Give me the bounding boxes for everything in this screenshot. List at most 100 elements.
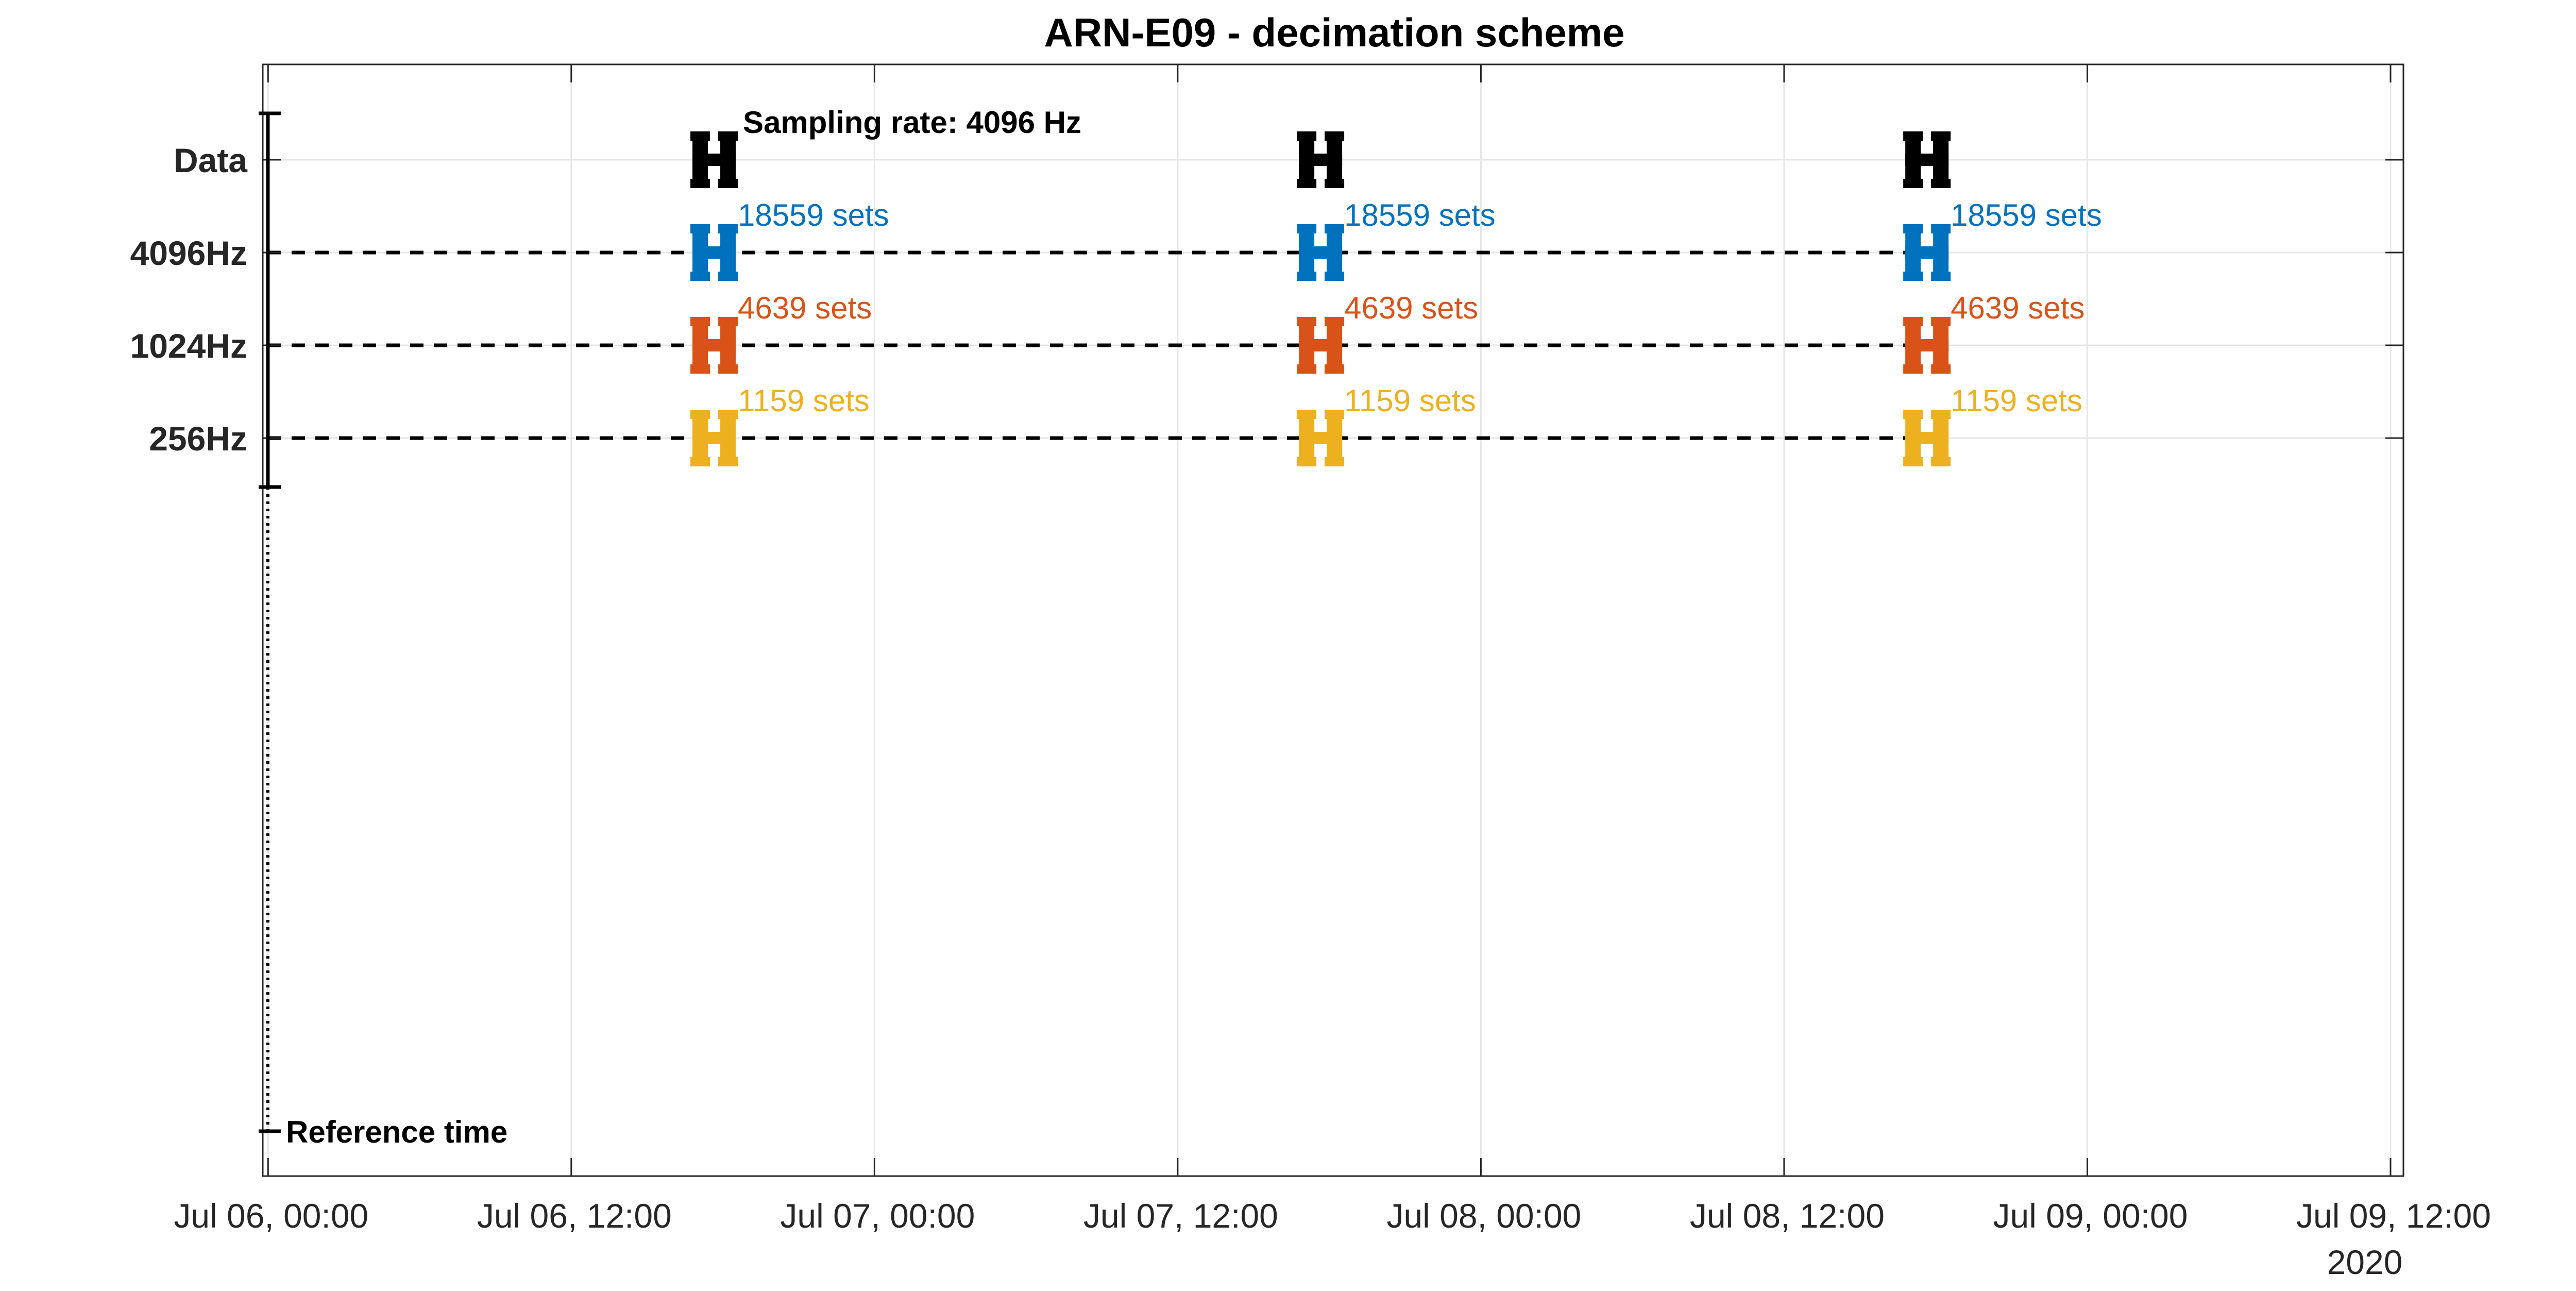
mark-cap-bottom-left: [1903, 179, 1923, 188]
x-tick-label-2: Jul 07, 00:00: [780, 1197, 975, 1235]
mark-cap-bottom-right: [1931, 457, 1951, 466]
mark-label-1024Hz-1: 4639 sets: [1344, 291, 1478, 325]
mark-256Hz-0: [690, 410, 738, 466]
x-tick-label-7: Jul 09, 12:00: [2296, 1197, 2491, 1235]
sampling-rate-annotation: Sampling rate: 4096 Hz: [743, 105, 1081, 140]
mark-cap-bottom-left: [1903, 272, 1923, 281]
x-tick-label-4: Jul 08, 00:00: [1386, 1197, 1581, 1235]
mark-cap-top-left: [1903, 410, 1923, 419]
mark-cap-top-right: [1931, 317, 1951, 326]
text-layer: 18559 sets 18559 sets 18559 sets 4639 sets 4…: [130, 105, 2491, 1281]
x-tick-label-0: Jul 06, 00:00: [174, 1197, 368, 1235]
mark-label-256Hz-0: 1159 sets: [738, 383, 870, 418]
mark-cap-top-right: [1325, 224, 1345, 233]
mark-cap-bottom-right: [1325, 364, 1345, 374]
x-tick-label-6: Jul 09, 00:00: [1993, 1197, 2188, 1235]
mark-cap-bottom-right: [718, 179, 738, 188]
mark-cap-bottom-right: [718, 364, 738, 374]
mark-4096Hz-1: [1297, 224, 1345, 281]
mark-crossbar: [1905, 339, 1949, 351]
mark-256Hz-1: [1297, 410, 1345, 466]
mark-cap-top-right: [1325, 131, 1345, 141]
mark-256Hz-2: [1903, 410, 1951, 466]
mark-cap-bottom-left: [1903, 364, 1923, 374]
mark-cap-top-right: [718, 131, 738, 141]
decimation-lines-layer: [268, 250, 1911, 440]
mark-cap-top-left: [1903, 131, 1923, 141]
mark-cap-bottom-left: [690, 457, 710, 466]
mark-cap-top-right: [1931, 131, 1951, 141]
mark-Data-0: [690, 131, 738, 188]
mark-1024Hz-1: [1297, 317, 1345, 374]
mark-crossbar: [1905, 432, 1949, 444]
mark-cap-top-right: [718, 410, 738, 419]
mark-cap-bottom-right: [1325, 457, 1345, 466]
mark-cap-top-right: [1325, 317, 1345, 326]
y-tick-label-4096Hz: 4096Hz: [130, 234, 248, 272]
mark-crossbar: [1299, 339, 1343, 351]
mark-cap-bottom-left: [690, 272, 710, 281]
mark-4096Hz-0: [690, 224, 738, 281]
mark-cap-top-left: [690, 131, 710, 141]
mark-cap-top-left: [1903, 317, 1923, 326]
mark-label-1024Hz-2: 4639 sets: [1951, 291, 2084, 325]
x-tick-label-1: Jul 06, 12:00: [477, 1197, 672, 1235]
mark-label-1024Hz-0: 4639 sets: [738, 291, 872, 325]
mark-crossbar: [692, 246, 736, 259]
mark-cap-bottom-left: [1297, 179, 1317, 188]
mark-cap-top-right: [1931, 224, 1951, 233]
mark-crossbar: [1299, 432, 1343, 444]
mark-crossbar: [692, 154, 736, 166]
mark-cap-top-left: [690, 410, 710, 419]
mark-Data-2: [1903, 131, 1951, 188]
mark-crossbar: [1299, 154, 1343, 166]
mark-label-4096Hz-1: 18559 sets: [1344, 198, 1496, 232]
mark-cap-bottom-left: [690, 179, 710, 188]
mark-cap-bottom-left: [1297, 457, 1317, 466]
axes-box: [262, 63, 2404, 1177]
mark-cap-top-right: [718, 317, 738, 326]
mark-crossbar: [692, 432, 736, 444]
mark-cap-top-left: [1297, 410, 1317, 419]
mark-crossbar: [1299, 246, 1343, 259]
mark-1024Hz-2: [1903, 317, 1951, 374]
mark-4096Hz-2: [1903, 224, 1951, 281]
mark-cap-bottom-right: [1325, 272, 1345, 281]
mark-cap-bottom-right: [1931, 179, 1951, 188]
mark-cap-top-left: [1297, 224, 1317, 233]
mark-cap-top-left: [690, 224, 710, 233]
mark-cap-bottom-right: [1325, 179, 1345, 188]
mark-cap-top-left: [1297, 131, 1317, 141]
y-tick-label-Data: Data: [174, 141, 248, 179]
mark-cap-bottom-right: [718, 457, 738, 466]
mark-label-256Hz-2: 1159 sets: [1951, 383, 2082, 418]
mark-cap-bottom-left: [690, 364, 710, 374]
mark-cap-top-right: [1325, 410, 1345, 419]
mark-1024Hz-0: [690, 317, 738, 374]
x-tick-label-5: Jul 08, 12:00: [1690, 1197, 1885, 1235]
mark-label-256Hz-1: 1159 sets: [1344, 383, 1476, 418]
mark-cap-top-left: [1297, 317, 1317, 326]
mark-cap-top-right: [1931, 410, 1951, 419]
mark-cap-bottom-left: [1297, 272, 1317, 281]
reference-time-label: Reference time: [286, 1115, 507, 1149]
mark-crossbar: [1905, 154, 1949, 166]
chart-title: ARN-E09 - decimation scheme: [1044, 10, 1624, 55]
y-tick-label-1024Hz: 1024Hz: [130, 327, 248, 365]
x-axis-year-label: 2020: [2327, 1243, 2403, 1281]
marks-layer: [690, 131, 1951, 466]
mark-crossbar: [692, 339, 736, 351]
mark-cap-bottom-left: [1903, 457, 1923, 466]
mark-cap-top-left: [1903, 224, 1923, 233]
mark-Data-1: [1297, 131, 1345, 188]
mark-cap-bottom-right: [1931, 272, 1951, 281]
mark-label-4096Hz-0: 18559 sets: [738, 198, 889, 232]
mark-crossbar: [1905, 246, 1949, 259]
y-tick-label-256Hz: 256Hz: [149, 420, 247, 458]
mark-cap-bottom-left: [1297, 364, 1317, 374]
mark-label-4096Hz-2: 18559 sets: [1951, 198, 2102, 232]
axes-layer: [259, 63, 2404, 1177]
